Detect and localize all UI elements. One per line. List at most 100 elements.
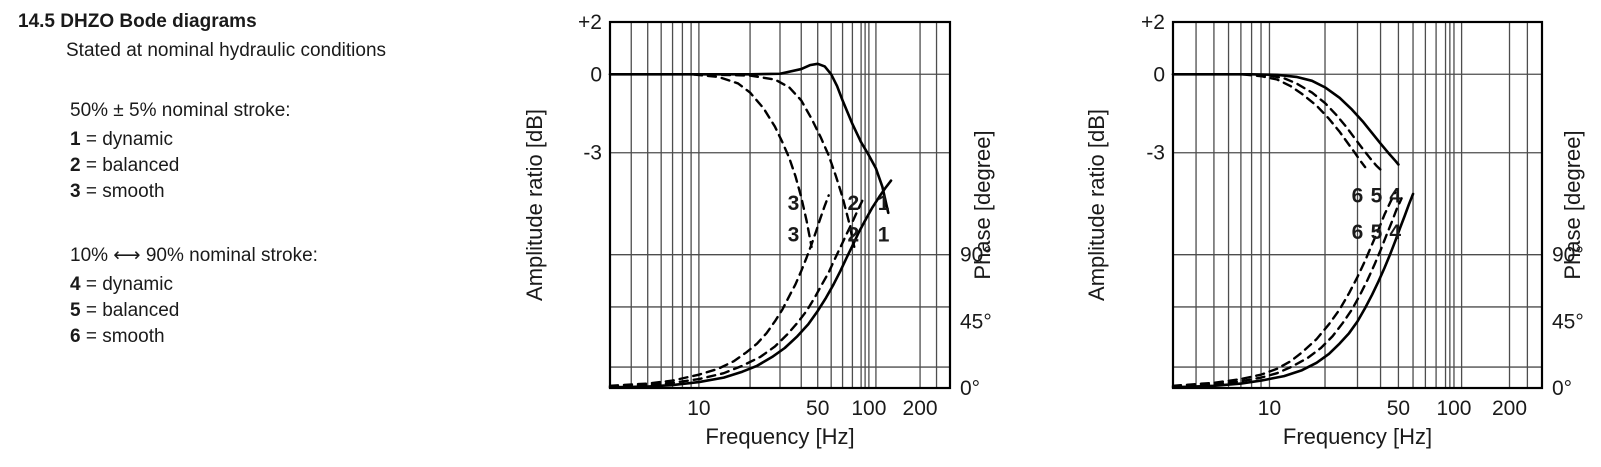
curve-amplitude-3 [608,73,813,249]
curve-labels: 3 2 1 3 2 1 [788,192,890,246]
x-axis-ticks: 10 50 100 200 [687,397,937,420]
plot-frame [608,20,952,390]
x-axis-title: Frequency [Hz] [705,424,854,449]
y-axis-title: Amplitude ratio [dB] [1084,109,1109,301]
data-curves [1171,72,1415,389]
legend-key: 1 [70,129,81,150]
curve-amplitude-4 [1171,72,1400,166]
x-tick-label: 100 [1436,397,1471,420]
y2-axis-title: Phase [degree] [1560,130,1585,279]
y-tick-label-phase: 45° [960,310,992,333]
y-tick-label-db: -3 [583,142,602,165]
curve-labels: 6 5 4 6 5 4 [1352,184,1402,244]
y-tick-label-phase: 0° [1552,377,1572,400]
legend-separator: = [80,129,103,150]
legend-key: 6 [70,326,81,347]
curve-amplitude-2 [608,73,856,249]
legend-separator: = [80,326,103,347]
legend-label: balanced [102,155,180,176]
x-axis-title: Frequency [Hz] [1283,424,1432,449]
y-tick-label-db: +2 [1141,11,1165,34]
legend-item-3: 3 = smooth [70,179,291,205]
x-tick-label: 50 [806,397,829,420]
section-title: DHZO Bode diagrams [60,11,257,32]
curve-phase-4 [1171,192,1415,389]
y-tick-label-db: 0 [1153,63,1165,86]
legend-group-10-90-percent: 10% ⟷ 90% nominal stroke: 4 = dynamic 5 … [70,244,318,350]
legend-label: smooth [102,181,165,202]
data-curves [608,62,893,389]
legend-label: dynamic [102,129,173,150]
curve-label-3: 3 [788,192,800,215]
curve-label-5: 5 [1371,184,1383,207]
grid-lines [610,21,950,388]
bode-50-percent-canvas: 3 2 1 3 2 1 +2 0 -3 90° 45° 0° 10 50 100 200 Frequency [… [522,11,995,449]
curve-amplitude-6 [1171,73,1367,169]
curve-phase-6 [1171,191,1397,387]
y-tick-label-phase: 90° [1552,244,1584,267]
y-tick-label-db: 0 [590,63,602,86]
curve-amplitude-5 [1171,73,1382,171]
bode-legend-panel: 14.5 DHZO Bode diagrams Stated at nomina… [0,0,520,467]
y-axis-phase-ticks: 90° 45° 0° [1552,244,1584,400]
curve-phase-1 [608,179,893,389]
legend-item-2: 2 = balanced [70,153,291,179]
y-axis-title: Amplitude ratio [dB] [522,109,547,301]
legend-item-5: 5 = balanced [70,298,318,324]
legend-key: 5 [70,300,81,321]
x-tick-label: 100 [851,397,886,420]
curve-label-6: 6 [1352,221,1364,244]
y2-axis-title: Phase [degree] [970,130,995,279]
curve-label-2: 2 [847,224,859,247]
x-tick-label: 200 [1492,397,1527,420]
y-tick-label-db: +2 [578,11,602,34]
y-tick-label-phase: 45° [1552,310,1584,333]
legend-key: 3 [70,181,81,202]
curve-label-4: 4 [1389,221,1401,244]
x-tick-label: 50 [1387,397,1410,420]
legend-key: 4 [70,274,81,295]
bode-diagram-50-percent: 3 2 1 3 2 1 +2 0 -3 90° 45° 0° 10 50 100 200 Frequency [… [520,0,1080,467]
x-axis-ticks: 10 50 100 200 [1258,397,1527,420]
legend-item-1: 1 = dynamic [70,127,291,153]
legend-separator: = [80,274,103,295]
x-tick-label: 10 [1258,397,1281,420]
y-tick-label-phase: 0° [960,377,980,400]
bode-10-90-percent-canvas: 6 5 4 6 5 4 +2 0 -3 90° 45° 0° 10 50 100 200 Frequency [… [1084,11,1585,449]
x-tick-label: 200 [903,397,938,420]
legend-item-4: 4 = dynamic [70,272,318,298]
curve-amplitude-1 [608,62,890,215]
section-heading: 14.5 DHZO Bode diagrams [18,11,257,33]
legend-key: 2 [70,155,81,176]
y-axis-phase-ticks: 90° 45° 0° [960,244,992,400]
legend-label: balanced [102,300,180,321]
y-tick-label-db: -3 [1146,142,1165,165]
x-tick-label: 10 [687,397,710,420]
legend-separator: = [80,155,103,176]
y-tick-label-phase: 90° [960,244,992,267]
section-number: 14.5 [18,11,55,32]
legend-group-title: 50% ± 5% nominal stroke: [70,100,291,121]
curve-label-2: 2 [847,192,859,215]
plot-frame [1171,20,1544,390]
curve-phase-5 [1171,197,1403,388]
legend-separator: = [80,181,103,202]
legend-label: dynamic [102,274,173,295]
y-axis-db-ticks: +2 0 -3 [1141,11,1165,165]
legend-group-50-percent: 50% ± 5% nominal stroke: 1 = dynamic 2 =… [70,100,291,205]
curve-label-3: 3 [788,224,800,247]
curve-label-4: 4 [1389,184,1401,207]
section-subtitle: Stated at nominal hydraulic conditions [66,40,387,61]
legend-group-title: 10% ⟷ 90% nominal stroke: [70,245,318,266]
curve-label-6: 6 [1352,184,1364,207]
curve-label-5: 5 [1371,221,1383,244]
curve-phase-3 [608,194,830,387]
curve-label-1: 1 [878,224,890,247]
legend-item-6: 6 = smooth [70,324,318,350]
curve-label-1: 1 [878,192,890,215]
legend-separator: = [80,300,103,321]
curve-phase-2 [608,198,864,388]
legend-label: smooth [102,326,165,347]
bode-diagram-10-90-percent: 6 5 4 6 5 4 +2 0 -3 90° 45° 0° 10 50 100 200 Frequency [… [1080,0,1601,467]
